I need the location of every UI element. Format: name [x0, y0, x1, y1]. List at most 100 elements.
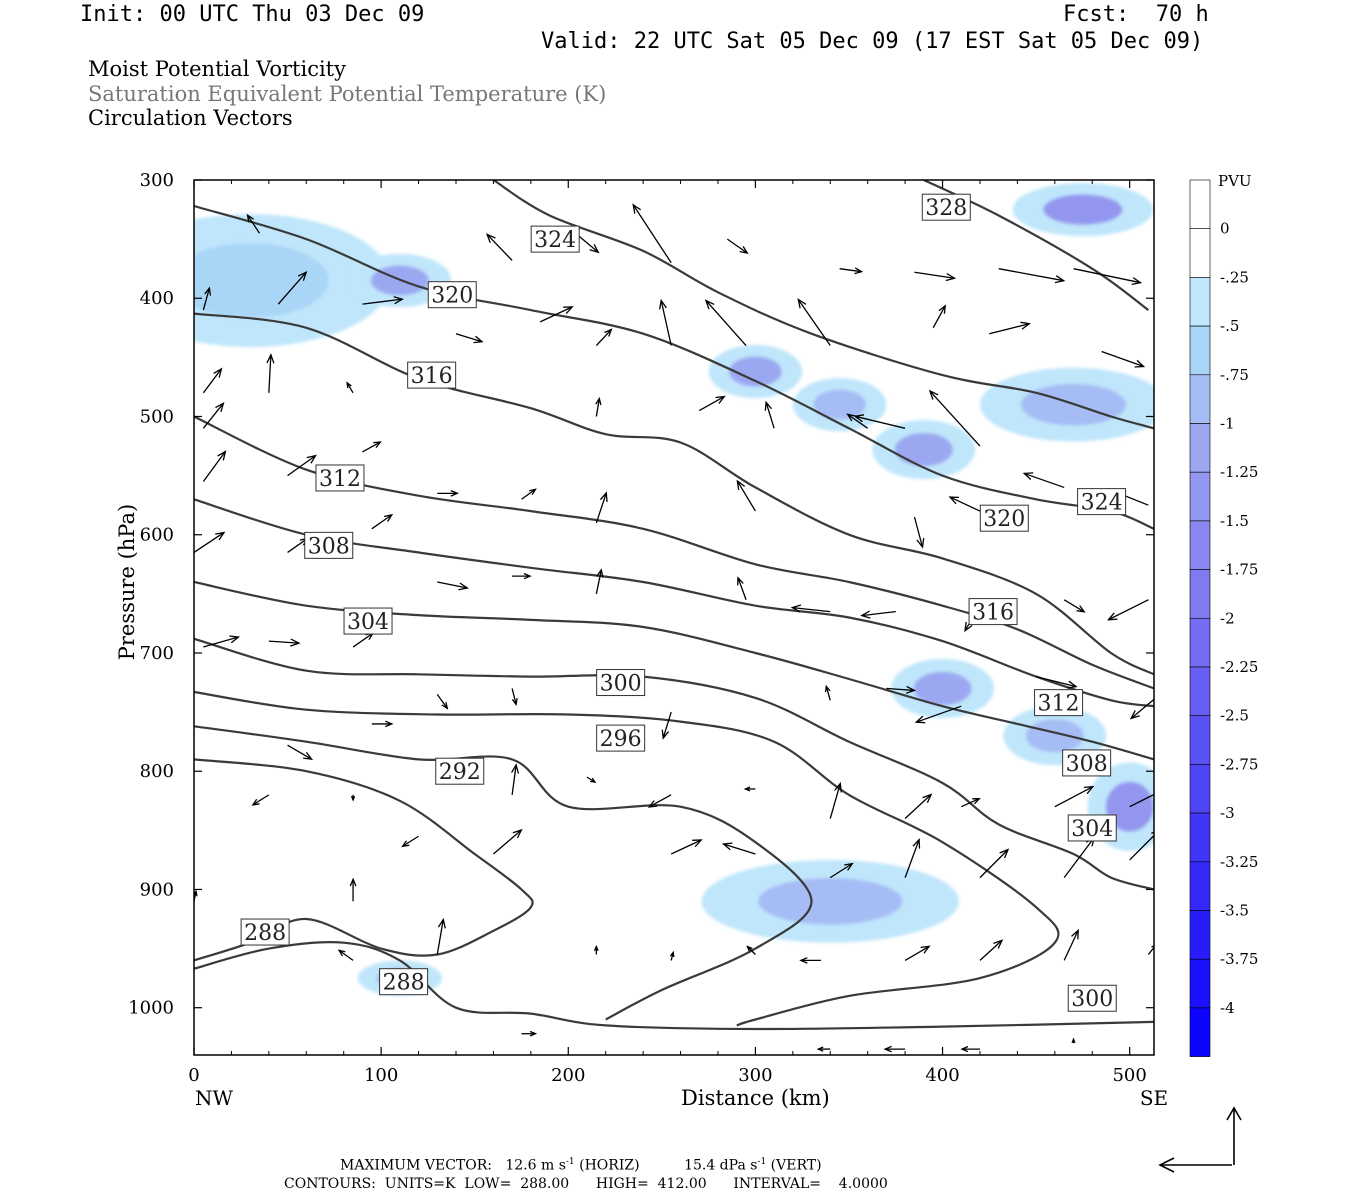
colorbar-label: -3.5: [1220, 902, 1249, 920]
vector-head: [337, 949, 346, 957]
vector-head: [383, 513, 394, 522]
x-tick-label: 100: [364, 1065, 398, 1086]
vector-head: [599, 491, 608, 502]
vector-shaft: [632, 204, 672, 264]
vector-head: [595, 396, 602, 406]
vector-head: [737, 576, 744, 586]
contour-label-box: [979, 504, 1029, 532]
vector-shaft: [202, 368, 222, 394]
vector-head: [972, 798, 981, 805]
contour-label-300: 300: [1071, 987, 1113, 1012]
vector-head: [385, 720, 394, 728]
vector-shaft: [252, 794, 270, 806]
y-tick-label: 500: [140, 406, 174, 427]
vector-head: [512, 828, 523, 839]
vector-head: [854, 267, 864, 275]
isentrope-328: [492, 180, 1154, 430]
colorbar-label: -2: [1220, 609, 1235, 627]
vector-head: [215, 401, 225, 413]
axes: 0 100 200 300 400 500 300 400 500 600 700 800 900 100…: [115, 170, 1168, 1110]
vector-shaft: [371, 514, 393, 530]
vector-head: [790, 604, 802, 613]
contour-label-324: 324: [534, 228, 576, 253]
vector-head: [993, 939, 1004, 949]
colorbar-label: -3: [1220, 804, 1235, 822]
contour-label-box: [304, 531, 354, 559]
colorbar-swatch: [1189, 764, 1211, 814]
vector-shaft: [854, 415, 906, 429]
isentrope-296: [194, 725, 813, 1021]
colorbar-label: -1: [1220, 415, 1235, 433]
vector-head: [746, 945, 753, 952]
vector-head: [692, 839, 703, 848]
vector-head: [1106, 612, 1118, 621]
contour-label-288: 288: [244, 921, 286, 946]
pv-region-core: [194, 243, 329, 318]
vector-head: [529, 1030, 538, 1037]
vector-shaft: [521, 488, 536, 500]
x-left-end-label: NW: [195, 1086, 234, 1110]
colorbar-label: -3.25: [1220, 853, 1258, 871]
vector-shaft: [886, 687, 915, 692]
colorbar-swatch: [1189, 958, 1211, 1009]
colorbar-label: -1.25: [1220, 463, 1258, 481]
vector-head: [1076, 605, 1086, 613]
vector-shaft: [1054, 786, 1094, 808]
colorbar-swatch: [1189, 277, 1211, 327]
vector-head: [229, 635, 241, 644]
y-tick-label: 700: [140, 643, 174, 664]
vector-shaft: [595, 492, 607, 524]
vector-shaft: [825, 686, 831, 701]
vector-head: [1071, 1037, 1076, 1043]
valid-time: Valid: 22 UTC Sat 05 Dec 09 (17 EST Sat …: [541, 29, 1204, 54]
vector-shaft: [949, 496, 981, 512]
vector-shaft: [202, 451, 226, 482]
vector-shaft: [847, 413, 869, 429]
vector-head: [916, 538, 925, 549]
plot-frame: [193, 179, 1155, 1056]
colorbar-swatch: [1189, 325, 1211, 376]
vector-shaft: [202, 287, 210, 311]
colorbar-swatch: [1189, 471, 1211, 522]
contour-label-300: 300: [600, 672, 642, 697]
vector-head: [523, 572, 532, 580]
vector-head: [834, 781, 842, 793]
y-tick-label: 800: [140, 761, 174, 782]
vector-shaft: [1108, 599, 1149, 621]
reference-vector-vert-head: [1226, 1106, 1242, 1121]
y-tick-label: 300: [140, 170, 174, 191]
vector-shaft: [287, 537, 308, 553]
vector-head: [529, 488, 537, 496]
vector-head: [736, 479, 746, 491]
vector-shaft: [287, 455, 316, 477]
contour-label-box: [596, 669, 646, 697]
y-tick-label: 600: [140, 525, 174, 546]
contour-label-box: [315, 464, 365, 492]
contour-label-box: [427, 281, 477, 309]
vector-shaft: [352, 632, 374, 648]
colorbar-swatch: [1189, 374, 1211, 424]
vector-head: [437, 917, 446, 929]
contour-label-box: [240, 918, 290, 946]
vector-shaft: [346, 382, 354, 394]
x-axis-title: Distance (km): [681, 1086, 830, 1110]
vector-shaft: [1023, 472, 1065, 489]
vector-head: [1151, 945, 1154, 948]
vector-shaft: [203, 636, 239, 648]
vector-head: [704, 299, 715, 310]
vector-head: [948, 496, 960, 505]
vector-shaft: [662, 711, 672, 739]
vector-head: [960, 1045, 969, 1053]
vector-head: [1134, 359, 1146, 368]
vector-head: [251, 798, 260, 806]
vector-shaft: [1063, 837, 1095, 879]
contour-label-box: [530, 225, 580, 253]
vector-head: [632, 203, 642, 214]
vector-shaft: [1101, 350, 1144, 368]
vector-shaft: [916, 705, 962, 723]
vector-head: [1071, 928, 1079, 940]
forecast-hour: Fcst: 70 h: [1063, 2, 1209, 27]
pv-region-core: [813, 389, 866, 420]
contour-label-304: 304: [347, 610, 389, 635]
